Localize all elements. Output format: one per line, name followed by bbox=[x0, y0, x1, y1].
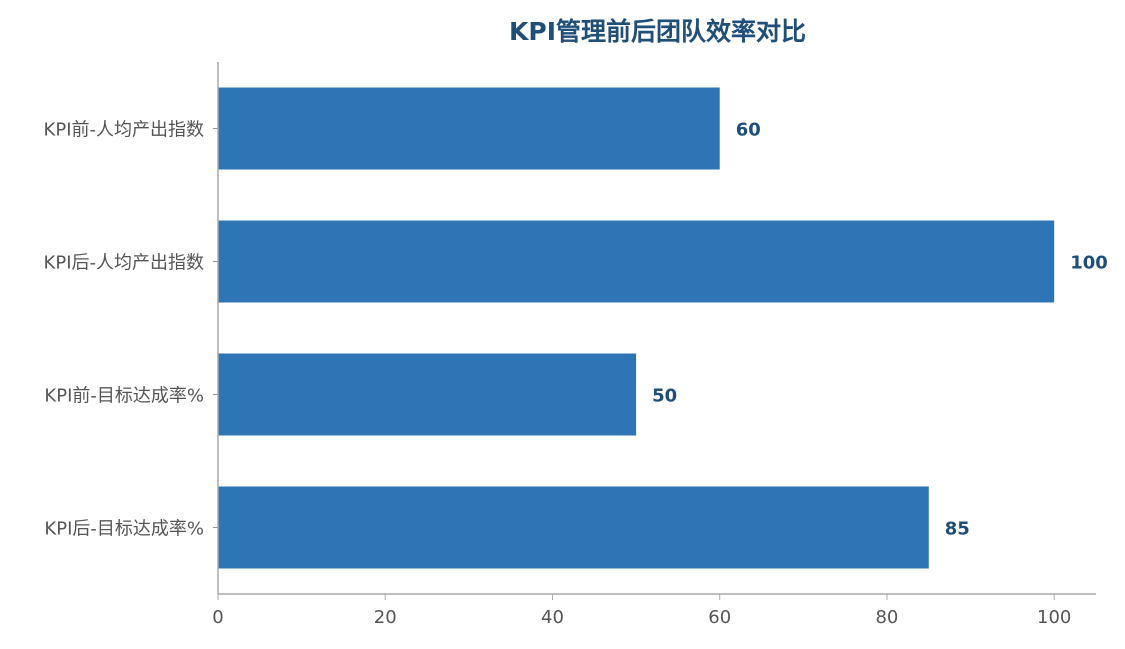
y-category-label: KPI前-人均产出指数 bbox=[44, 120, 204, 141]
y-category-label: KPI后-目标达成率% bbox=[44, 519, 204, 540]
x-tick-label: 60 bbox=[708, 607, 731, 628]
y-category-label: KPI前-目标达成率% bbox=[44, 386, 204, 407]
x-tick-label: 100 bbox=[1037, 607, 1071, 628]
bars-layer bbox=[218, 87, 1055, 569]
axes-layer: KPI前-人均产出指数 KPI后-人均产出指数 KPI前-目标达成率% KPI后-目标… bbox=[44, 62, 1096, 628]
bar bbox=[218, 87, 720, 170]
x-tick-label: 20 bbox=[374, 607, 397, 628]
bar bbox=[218, 220, 1055, 303]
x-tick-label: 40 bbox=[541, 607, 564, 628]
data-label: 85 bbox=[945, 519, 970, 540]
chart-title: KPI管理前后团队效率对比 bbox=[509, 17, 806, 46]
x-tick-label: 0 bbox=[212, 607, 223, 628]
y-category-label: KPI后-人均产出指数 bbox=[44, 253, 204, 274]
bar bbox=[218, 486, 929, 569]
x-tick-label: 80 bbox=[875, 607, 898, 628]
data-labels-layer: 60 100 50 85 bbox=[652, 120, 1108, 540]
data-label: 60 bbox=[736, 120, 761, 141]
data-label: 50 bbox=[652, 386, 677, 407]
bar bbox=[218, 353, 637, 436]
data-label: 100 bbox=[1070, 253, 1108, 274]
